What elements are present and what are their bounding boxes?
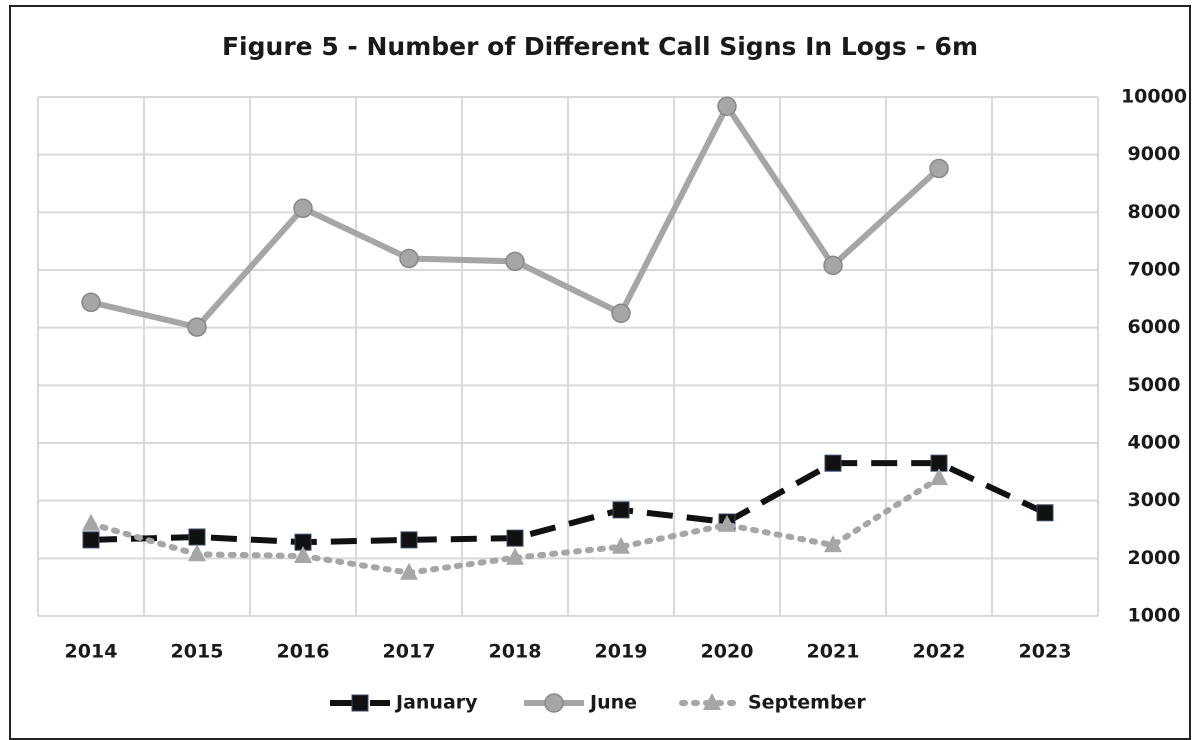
marker xyxy=(293,198,313,219)
x-tick-label: 2023 xyxy=(1019,641,1072,663)
marker xyxy=(294,546,312,564)
series-line xyxy=(90,460,1047,546)
y-tick-label: 3000 xyxy=(1128,489,1181,511)
marker xyxy=(82,531,100,549)
x-tick-label: 2019 xyxy=(595,641,648,663)
x-tick-label: 2022 xyxy=(913,641,966,663)
marker xyxy=(824,535,842,553)
x-tick-label: 2021 xyxy=(807,641,860,663)
marker xyxy=(400,531,418,549)
legend-label: June xyxy=(588,692,637,714)
x-tick-label: 2015 xyxy=(171,641,224,663)
chart-frame xyxy=(9,5,1191,740)
x-tick-label: 2018 xyxy=(489,641,542,663)
y-tick-label: 10000 xyxy=(1121,86,1187,108)
marker xyxy=(612,501,630,519)
y-tick-label: 1000 xyxy=(1128,605,1181,627)
marker xyxy=(544,693,564,713)
chart-title: Figure 5 - Number of Different Call Sign… xyxy=(222,32,978,61)
marker xyxy=(400,562,418,580)
marker xyxy=(611,303,631,323)
marker xyxy=(506,529,524,547)
x-tick-label: 2020 xyxy=(701,641,754,663)
marker xyxy=(930,468,948,486)
y-tick-label: 7000 xyxy=(1128,259,1181,281)
marker xyxy=(188,528,206,546)
y-tick-label: 5000 xyxy=(1128,374,1181,396)
x-tick-label: 2016 xyxy=(277,641,330,663)
marker xyxy=(187,317,207,337)
legend-label: September xyxy=(748,692,866,714)
y-tick-label: 8000 xyxy=(1128,201,1181,223)
marker xyxy=(718,514,736,532)
y-tick-label: 9000 xyxy=(1128,143,1181,165)
marker xyxy=(612,536,630,554)
y-tick-label: 4000 xyxy=(1128,432,1181,454)
marker xyxy=(506,547,524,565)
marker xyxy=(188,544,206,562)
marker xyxy=(82,513,100,531)
marker xyxy=(81,292,101,313)
marker xyxy=(399,248,419,269)
marker xyxy=(823,255,843,276)
marker xyxy=(351,694,369,712)
legend-label: January xyxy=(394,692,478,714)
x-tick-label: 2014 xyxy=(65,641,118,663)
marker xyxy=(929,158,949,179)
marker xyxy=(824,454,842,472)
x-tick-label: 2017 xyxy=(383,641,436,663)
marker xyxy=(703,693,721,710)
marker xyxy=(1036,504,1054,522)
y-tick-label: 2000 xyxy=(1128,547,1181,569)
y-tick-label: 6000 xyxy=(1128,316,1181,338)
marker xyxy=(505,251,525,272)
marker xyxy=(717,96,737,116)
